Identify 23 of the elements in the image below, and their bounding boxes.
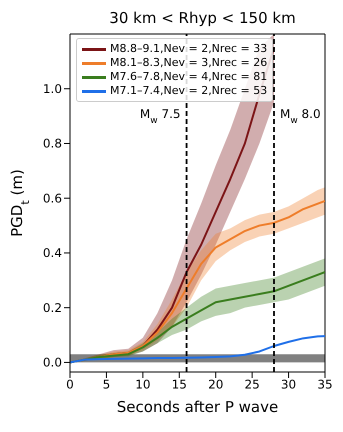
legend-label: M8.8–9.1,Nev = 2,Nrec = 33 <box>110 42 268 56</box>
y-tick-label: 0.0 <box>42 356 62 370</box>
legend-label: M7.6–7.8,Nev = 4,Nrec = 81 <box>110 70 268 84</box>
y-tick-label: 0.6 <box>42 191 62 206</box>
legend-label: M8.1–8.3,Nev = 3,Nrec = 26 <box>110 56 268 70</box>
x-tick-label: 25 <box>244 378 260 392</box>
chart-title: 30 km < Rhyp < 150 km <box>108 8 297 28</box>
ref-line-label: M$_{w}$ 7.5 <box>140 107 181 126</box>
line-series <box>70 335 325 364</box>
x-tick-label: 10 <box>135 378 150 392</box>
x-tick-label: 0 <box>66 378 74 392</box>
x-tick-label: 15 <box>172 378 187 392</box>
y-tick-label: 0.2 <box>42 300 62 315</box>
x-tick-label: 30 <box>280 378 296 392</box>
y-tick-label: 1.0 <box>42 82 62 96</box>
y-tick-label: 0.8 <box>42 136 62 151</box>
ref-line-label: M$_{w}$ 8.0 <box>280 107 321 126</box>
legend-label: M7.1–7.4,Nev = 2,Nrec = 53 <box>110 84 268 98</box>
x-axis-title: Seconds after P wave <box>116 398 278 416</box>
x-tick-label: 20 <box>208 378 224 392</box>
x-tick-label: 5 <box>102 378 110 392</box>
y-tick-label: 0.4 <box>42 246 62 260</box>
x-tick-label: 35 <box>317 378 333 392</box>
